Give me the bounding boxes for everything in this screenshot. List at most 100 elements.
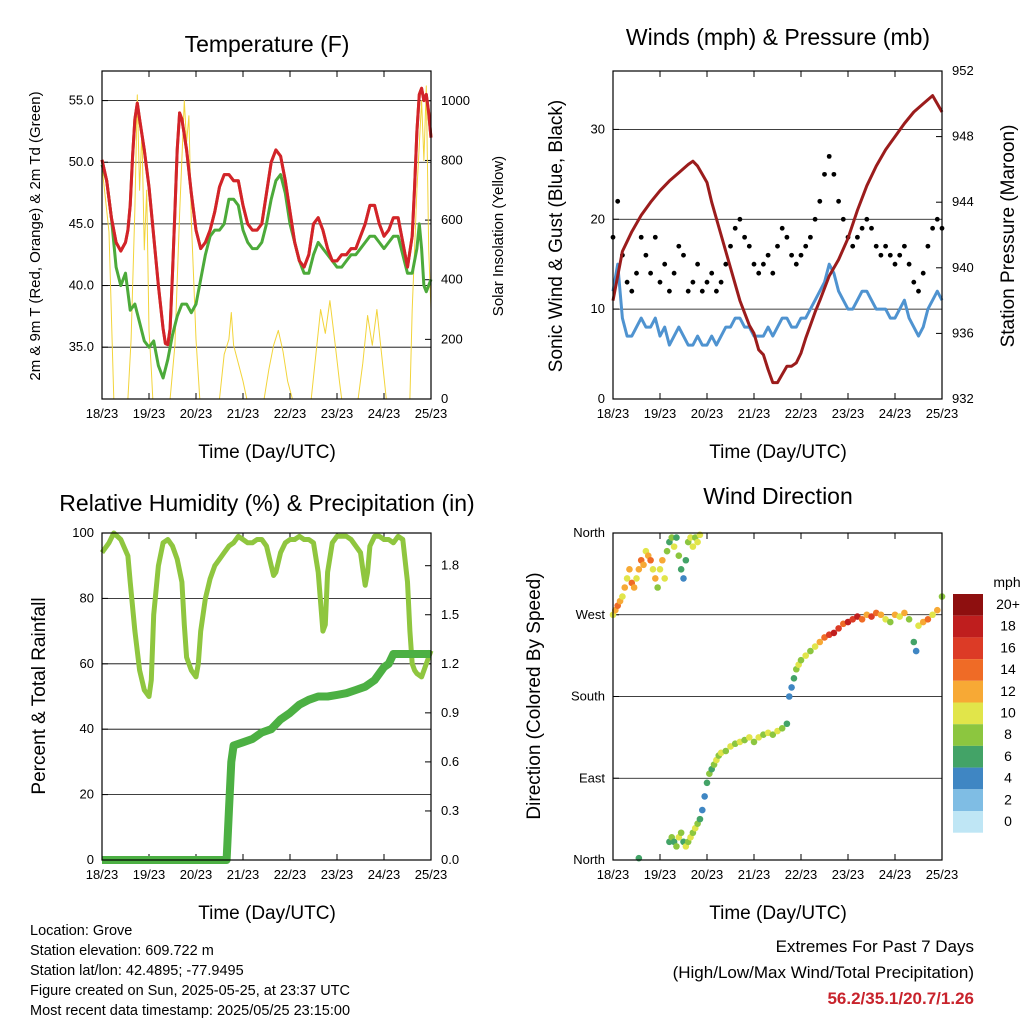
winds-gust-point <box>789 252 794 258</box>
direction-point <box>680 575 687 582</box>
direction-x-tick-label: 18/23 <box>597 867 630 882</box>
speed-legend-label: 10 <box>1000 705 1016 721</box>
direction-point <box>905 615 913 623</box>
direction-point <box>912 647 920 655</box>
winds-gust-point <box>728 243 733 249</box>
temperature-y2-tick-label: 400 <box>441 272 463 287</box>
direction-point <box>675 552 683 560</box>
latlon-text: Station lat/lon: 42.4895; -77.9495 <box>30 963 244 979</box>
winds-x-tick-label: 20/23 <box>691 406 724 421</box>
speed-legend-swatch <box>953 637 983 660</box>
humidity-y2-tick-label: 0.9 <box>441 705 459 720</box>
speed-legend-swatch <box>953 680 983 703</box>
humidity-x-tick-label: 21/23 <box>227 867 260 882</box>
direction-point <box>647 556 654 564</box>
humidity-y2-tick-label: 1.2 <box>441 656 459 671</box>
winds-gust-point <box>920 270 926 276</box>
speed-legend-swatch <box>953 615 983 638</box>
direction-point <box>670 543 678 550</box>
humidity-y-tick-label: 20 <box>80 787 94 802</box>
winds-x-label: Time (Day/UTC) <box>709 442 847 463</box>
winds-title: Winds (mph) & Pressure (mb) <box>626 24 930 50</box>
winds-gust-point <box>667 288 672 294</box>
winds-gust-point <box>662 261 668 267</box>
direction-point <box>694 538 701 546</box>
direction-point <box>910 638 918 646</box>
humidity-x-tick-label: 24/23 <box>368 867 401 882</box>
direction-point <box>722 747 730 755</box>
winds-gust-point <box>902 243 907 249</box>
temperature-x-tick-label: 22/23 <box>274 406 307 421</box>
direction-point <box>811 643 819 650</box>
humidity-y-tick-label: 100 <box>72 525 94 540</box>
direction-point <box>915 622 922 629</box>
winds-gust-point <box>704 279 710 285</box>
direction-x-tick-label: 20/23 <box>691 867 724 882</box>
temperature-series-line <box>101 85 432 400</box>
winds-gust-point <box>925 243 931 249</box>
direction-point <box>896 613 903 620</box>
direction-x-tick-label: 19/23 <box>644 867 677 882</box>
direction-y-tick-label: North <box>573 525 605 540</box>
direction-point <box>673 843 680 850</box>
speed-legend-swatch <box>953 659 983 681</box>
direction-point <box>677 566 685 573</box>
temperature-title: Temperature (F) <box>185 31 350 57</box>
winds-gust-point <box>934 216 940 222</box>
temperature-x-tick-label: 23/23 <box>321 406 354 421</box>
direction-point <box>783 720 791 728</box>
winds-gust-point <box>638 234 644 240</box>
location-text: Location: Grove <box>30 923 133 939</box>
winds-y2-tick-label: 932 <box>952 391 974 406</box>
humidity-panel: Relative Humidity (%) & Precipitation (i… <box>29 490 475 924</box>
direction-point <box>868 613 875 620</box>
humidity-x-tick-label: 25/23 <box>415 867 448 882</box>
temperature-y2-tick-label: 0 <box>441 391 448 406</box>
direction-x-tick-label: 22/23 <box>785 867 818 882</box>
direction-point <box>677 829 685 837</box>
extremes-values: 56.2/35.1/20.7/1.26 <box>827 989 974 1008</box>
humidity-y-tick-label: 60 <box>80 656 94 671</box>
temperature-x-tick-label: 24/23 <box>368 406 401 421</box>
winds-y-tick-label: 30 <box>591 121 605 136</box>
extremes-subtitle: (High/Low/Max Wind/Total Precipitation) <box>672 963 974 982</box>
winds-y-label: Sonic Wind & Gust (Blue, Black) <box>546 100 567 372</box>
direction-point <box>816 638 824 646</box>
winds-gust-point <box>793 261 799 267</box>
winds-gust-point <box>756 270 762 276</box>
winds-gust-point <box>732 225 738 231</box>
winds-gust-point <box>770 270 776 276</box>
station-info: Location: Grove Station elevation: 609.7… <box>30 921 350 1021</box>
direction-point <box>797 656 805 664</box>
speed-legend-title: mph <box>993 574 1020 590</box>
winds-gust-point <box>652 234 658 240</box>
direction-point <box>835 625 842 632</box>
humidity-y2-tick-label: 0.3 <box>441 803 459 818</box>
winds-x-tick-label: 21/23 <box>738 406 771 421</box>
humidity-x-label: Time (Day/UTC) <box>198 903 336 924</box>
winds-gust-point <box>831 171 837 177</box>
temperature-y-tick-label: 50.0 <box>69 154 94 169</box>
temperature-x-tick-label: 21/23 <box>227 406 260 421</box>
speed-legend-label: 12 <box>1000 683 1016 699</box>
direction-plot-frame <box>612 532 943 861</box>
humidity-x-tick-label: 19/23 <box>133 867 166 882</box>
direction-y-label: Direction (Colored By Speed) <box>524 572 545 819</box>
created-text: Figure created on Sun, 2025-05-25, at 23… <box>30 983 350 999</box>
direction-point <box>701 793 708 800</box>
temperature-y-tick-label: 40.0 <box>69 278 94 293</box>
temperature-y2-tick-label: 800 <box>441 152 463 167</box>
winds-gust-point <box>690 279 696 285</box>
winds-y2-tick-label: 948 <box>952 129 974 144</box>
temperature-plot-frame <box>101 70 432 400</box>
extremes-box: Extremes For Past 7 Days (High/Low/Max W… <box>673 934 974 1012</box>
temperature-y2-label: Solar Insolation (Yellow) <box>490 156 507 316</box>
direction-point <box>788 684 795 691</box>
direction-x-tick-label: 25/23 <box>926 867 959 882</box>
direction-point <box>807 647 814 655</box>
winds-gust-point <box>859 225 865 231</box>
winds-gust-point <box>615 198 621 204</box>
winds-gust-point <box>864 216 870 222</box>
direction-point <box>830 629 838 637</box>
winds-y2-tick-label: 936 <box>952 325 974 340</box>
